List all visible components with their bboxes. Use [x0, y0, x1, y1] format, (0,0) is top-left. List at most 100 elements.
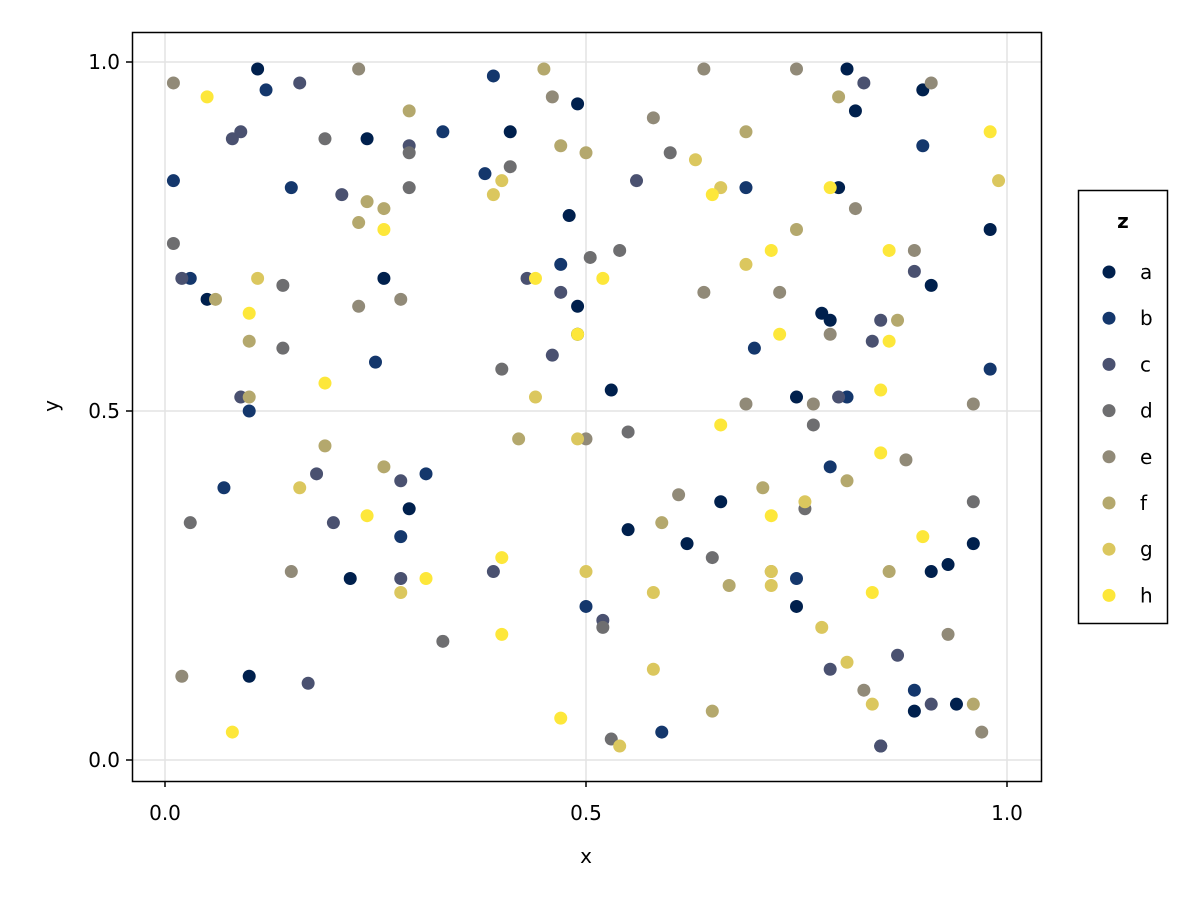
point-e	[941, 627, 955, 641]
point-g	[613, 739, 627, 753]
point-b	[554, 257, 568, 271]
point-a	[924, 278, 938, 292]
point-f	[840, 474, 854, 488]
point-e	[907, 243, 921, 257]
point-e	[697, 62, 711, 76]
point-f	[756, 481, 770, 495]
point-b	[284, 181, 298, 195]
point-c	[857, 76, 871, 90]
y-tick-label: 0.5	[88, 399, 120, 423]
point-c	[823, 662, 837, 676]
point-d	[705, 551, 719, 565]
point-f	[352, 216, 366, 230]
point-f	[554, 139, 568, 153]
point-a	[983, 223, 997, 237]
point-c	[891, 648, 905, 662]
point-d	[166, 236, 180, 250]
point-e	[166, 76, 180, 90]
point-a	[924, 565, 938, 579]
point-c	[874, 739, 888, 753]
point-a	[714, 495, 728, 509]
point-g	[739, 257, 753, 271]
point-c	[874, 313, 888, 327]
point-g	[528, 390, 542, 404]
point-b	[739, 181, 753, 195]
point-d	[183, 516, 197, 530]
point-h	[377, 223, 391, 237]
point-e	[646, 111, 660, 125]
point-g	[815, 620, 829, 634]
point-b	[166, 174, 180, 188]
point-e	[823, 327, 837, 341]
point-d	[663, 146, 677, 160]
point-f	[891, 313, 905, 327]
point-h	[571, 327, 585, 341]
point-e	[672, 488, 686, 502]
point-b	[907, 683, 921, 697]
point-h	[554, 711, 568, 725]
point-f	[242, 390, 256, 404]
point-b	[419, 467, 433, 481]
point-d	[436, 634, 450, 648]
point-f	[722, 579, 736, 592]
point-g	[293, 481, 307, 495]
point-c	[293, 76, 307, 90]
point-h	[773, 327, 787, 341]
point-d	[806, 418, 820, 432]
point-g	[865, 697, 879, 711]
point-e	[975, 725, 989, 739]
point-c	[865, 334, 879, 348]
grid	[133, 33, 1041, 781]
point-f	[360, 195, 374, 209]
point-f	[318, 439, 332, 453]
point-b	[823, 460, 837, 474]
point-f	[966, 697, 980, 711]
point-a	[840, 62, 854, 76]
point-a	[343, 572, 357, 586]
point-d	[402, 181, 416, 195]
point-a	[949, 697, 963, 711]
point-h	[495, 627, 509, 641]
point-a	[621, 523, 635, 537]
plot-frame	[131, 31, 1043, 783]
point-b	[259, 83, 273, 97]
point-c	[394, 572, 408, 586]
point-b	[983, 362, 997, 376]
point-d	[596, 620, 610, 634]
point-g	[571, 432, 585, 446]
point-h	[242, 306, 256, 320]
point-d	[402, 146, 416, 160]
point-a	[790, 390, 803, 404]
point-h	[983, 125, 997, 139]
point-e	[924, 76, 938, 90]
legend-marker-f	[1102, 496, 1116, 510]
point-h	[360, 509, 374, 523]
point-a	[360, 132, 374, 146]
point-c	[554, 285, 568, 299]
point-a	[503, 125, 517, 139]
point-h	[764, 243, 778, 257]
legend-title: z	[1117, 209, 1129, 233]
y-tick-label: 1.0	[88, 50, 120, 74]
point-e	[739, 397, 753, 411]
point-c	[225, 132, 239, 146]
point-f	[537, 62, 551, 76]
x-axis-label: x	[580, 844, 592, 868]
point-e	[966, 397, 980, 411]
point-d	[613, 243, 627, 257]
point-c	[486, 565, 500, 579]
x-tick-label: 0.5	[570, 801, 602, 825]
point-b	[436, 125, 450, 139]
point-c	[630, 174, 644, 188]
point-f	[882, 565, 896, 579]
point-b	[369, 355, 382, 369]
point-e	[773, 285, 787, 299]
point-h	[528, 271, 542, 285]
point-e	[394, 292, 408, 306]
point-a	[571, 299, 585, 313]
point-e	[352, 62, 366, 76]
point-e	[697, 285, 711, 299]
point-g	[251, 271, 265, 285]
point-d	[583, 250, 597, 264]
point-b	[217, 481, 231, 495]
